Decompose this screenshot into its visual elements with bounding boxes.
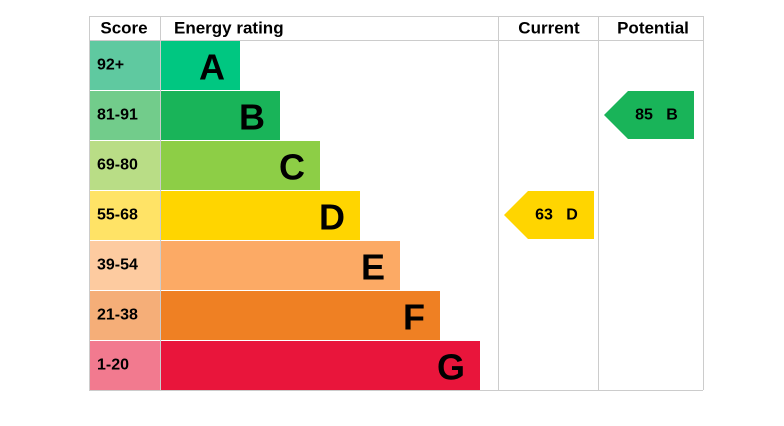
score-label: 55-68 — [97, 207, 138, 224]
current-value: 63 — [535, 207, 553, 224]
rating-letter: F — [403, 297, 425, 338]
score-cell — [90, 141, 160, 190]
header-current: Current — [518, 19, 580, 38]
current-letter: D — [566, 207, 578, 224]
potential-letter: B — [666, 107, 678, 124]
rating-letter: A — [199, 47, 225, 88]
score-cell — [90, 241, 160, 290]
score-label: 1-20 — [97, 357, 129, 374]
rating-bar — [161, 91, 280, 140]
score-label: 21-38 — [97, 307, 138, 324]
rating-bar — [161, 241, 400, 290]
current-arrow — [504, 191, 594, 239]
rating-letter: C — [279, 147, 305, 188]
rating-bar — [161, 191, 360, 240]
score-cell — [90, 341, 160, 390]
score-cell — [90, 291, 160, 340]
score-label: 39-54 — [97, 257, 138, 274]
rating-letter: E — [361, 247, 385, 288]
rating-bar — [161, 291, 440, 340]
score-cell — [90, 91, 160, 140]
header-score: Score — [100, 19, 147, 38]
potential-value: 85 — [635, 107, 653, 124]
rating-letter: D — [319, 197, 345, 238]
score-label: 69-80 — [97, 157, 138, 174]
score-cell — [90, 41, 160, 90]
rating-letter: B — [239, 97, 265, 138]
header-potential: Potential — [617, 19, 689, 38]
rating-bar — [161, 41, 240, 90]
rating-letter: G — [437, 347, 465, 388]
score-label: 81-91 — [97, 107, 138, 124]
score-cell — [90, 191, 160, 240]
header-rating: Energy rating — [174, 19, 284, 38]
rating-bar — [161, 341, 480, 390]
score-label: 92+ — [97, 57, 124, 74]
rating-bar — [161, 141, 320, 190]
potential-arrow — [604, 91, 694, 139]
